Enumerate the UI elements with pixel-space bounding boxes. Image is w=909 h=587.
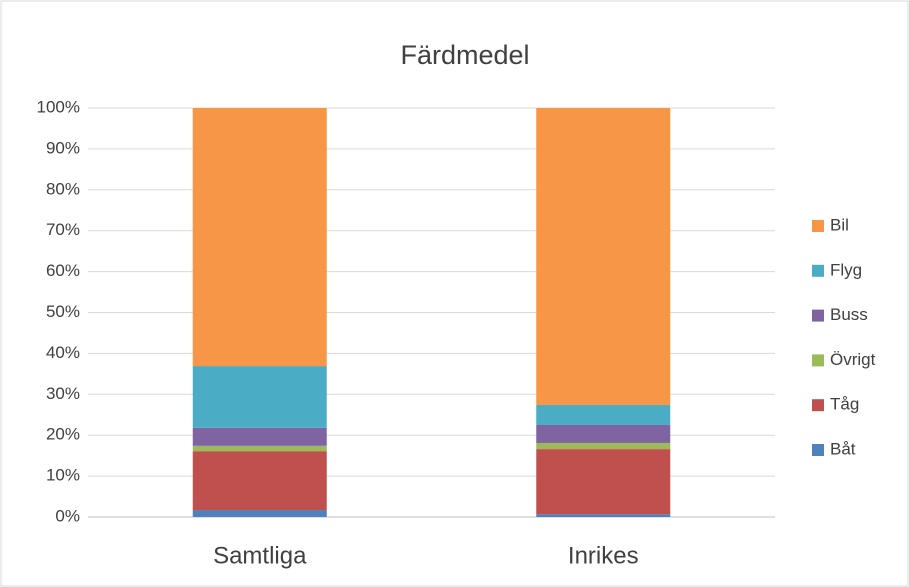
bar-segment: [536, 424, 671, 443]
y-tick-label: 80%: [46, 179, 80, 198]
bar-segment: [192, 366, 327, 428]
y-tick-label: 0%: [55, 506, 80, 525]
y-tick-label: 50%: [46, 302, 80, 321]
y-tick-label: 60%: [46, 261, 80, 280]
legend-label: Övrigt: [830, 350, 876, 369]
bar-segment: [536, 514, 671, 517]
y-tick-label: 100%: [37, 97, 80, 116]
y-tick-label: 40%: [46, 343, 80, 362]
y-tick-label: 20%: [46, 425, 80, 444]
legend-swatch: [812, 399, 824, 412]
bar-segment: [192, 427, 327, 446]
legend-swatch: [812, 444, 824, 456]
legend-swatch: [812, 264, 824, 277]
x-tick-label: Samtliga: [213, 542, 307, 569]
chart-title: Färdmedel: [400, 40, 529, 70]
x-tick-label: Inrikes: [568, 542, 639, 569]
legend-label: Buss: [830, 305, 868, 324]
legend-swatch: [812, 220, 824, 232]
legend-label: Bil: [830, 215, 849, 234]
bar-segment: [192, 510, 327, 517]
y-tick-label: 10%: [46, 466, 80, 485]
legend-swatch: [812, 309, 824, 322]
bar-segment: [536, 404, 671, 425]
bar-segment: [536, 442, 671, 450]
y-tick-label: 70%: [46, 220, 80, 239]
y-tick-label: 30%: [46, 384, 80, 403]
legend-label: Tåg: [830, 395, 859, 414]
bar-segment: [192, 451, 327, 511]
legend-label: Båt: [830, 439, 856, 458]
bar-segment: [536, 449, 671, 515]
legend-swatch: [812, 354, 824, 367]
bar-segment: [192, 445, 327, 452]
bar-segment: [536, 108, 671, 405]
y-tick-label: 90%: [46, 138, 80, 157]
bar-segment: [192, 108, 327, 367]
legend-label: Flyg: [830, 260, 862, 279]
